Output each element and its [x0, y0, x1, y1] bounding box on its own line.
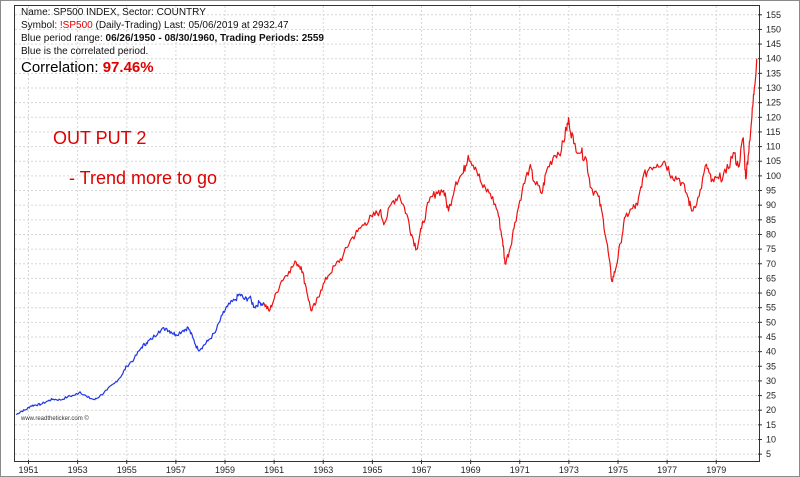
x-tick-label: 1967 [411, 465, 431, 475]
x-tick-label: 1973 [559, 465, 579, 475]
y-tick-label: 140 [766, 54, 781, 64]
y-tick-label: 100 [766, 171, 781, 181]
y-tick-label: 110 [766, 142, 780, 152]
blue-series-line [15, 293, 265, 416]
y-tick-label: 25 [766, 391, 776, 401]
y-tick-label: 45 [766, 332, 776, 342]
y-tick-label: 130 [766, 83, 781, 93]
y-tick-label: 40 [766, 347, 776, 357]
y-tick-label: 115 [766, 127, 780, 137]
y-tick-label: 30 [766, 376, 776, 386]
name-label: Name: [21, 7, 51, 18]
y-tick-label: 145 [766, 39, 781, 49]
symbol-label: Symbol: [21, 20, 58, 31]
y-tick-label: 65 [766, 273, 776, 283]
x-tick-label: 1955 [117, 465, 137, 475]
y-tick-label: 75 [766, 244, 776, 254]
y-tick-label: 90 [766, 200, 776, 210]
x-tick-label: 1979 [706, 465, 726, 475]
x-tick-label: 1953 [68, 465, 88, 475]
y-tick-label: 80 [766, 229, 776, 239]
range-value: 06/26/1950 - 08/30/1960, Trading Periods… [105, 33, 324, 44]
y-tick-label: 20 [766, 405, 776, 415]
y-tick-label: 70 [766, 259, 776, 269]
y-tick-label: 150 [766, 24, 781, 34]
y-tick-label: 35 [766, 361, 776, 371]
correlation-value: 97.46% [102, 59, 154, 76]
info-range-line: Blue period range: 06/26/1950 - 08/30/19… [21, 33, 324, 44]
x-tick-label: 1961 [264, 465, 284, 475]
y-tick-label: 10 [766, 434, 776, 444]
name-value: SP500 INDEX, Sector: COUNTRY [53, 7, 206, 18]
y-tick-label: 60 [766, 288, 776, 298]
plot-area [14, 5, 760, 462]
x-tick-label: 1965 [362, 465, 382, 475]
symbol-value: !SP500 [59, 20, 93, 31]
info-blue-note: Blue is the correlated period. [21, 46, 149, 57]
y-tick-label: 135 [766, 68, 781, 78]
x-tick-label: 1977 [657, 465, 677, 475]
x-tick-label: 1959 [215, 465, 235, 475]
x-tick-label: 1963 [313, 465, 333, 475]
info-symbol-line: Symbol: !SP500 (Daily-Trading) Last: 05/… [21, 20, 289, 31]
y-tick-label: 15 [766, 420, 776, 430]
info-name-line: Name: SP500 INDEX, Sector: COUNTRY [21, 7, 206, 18]
y-tick-label: 50 [766, 317, 776, 327]
correlation-readout: Correlation: 97.46% [21, 59, 154, 76]
y-tick-label: 105 [766, 156, 781, 166]
annotation-trend: - Trend more to go [69, 168, 218, 188]
y-tick-label: 5 [766, 449, 771, 459]
x-tick-label: 1975 [608, 465, 628, 475]
y-tick-label: 155 [766, 10, 781, 20]
y-tick-label: 55 [766, 303, 776, 313]
x-tick-label: 1957 [166, 465, 186, 475]
correlation-label: Correlation: [21, 59, 99, 76]
annotation-output: OUT PUT 2 [53, 128, 147, 148]
y-tick-label: 85 [766, 215, 776, 225]
x-tick-label: 1969 [461, 465, 481, 475]
range-label: Blue period range: [21, 33, 103, 44]
watermark: www.readtheticker.com © [21, 416, 89, 422]
x-tick-label: 1971 [510, 465, 530, 475]
y-tick-label: 120 [766, 112, 781, 122]
y-tick-label: 125 [766, 98, 781, 108]
symbol-details: (Daily-Trading) Last: 05/06/2019 at 2932… [95, 20, 289, 31]
y-tick-label: 95 [766, 186, 776, 196]
x-tick-label: 1951 [18, 465, 38, 475]
red-series-line [263, 58, 758, 312]
